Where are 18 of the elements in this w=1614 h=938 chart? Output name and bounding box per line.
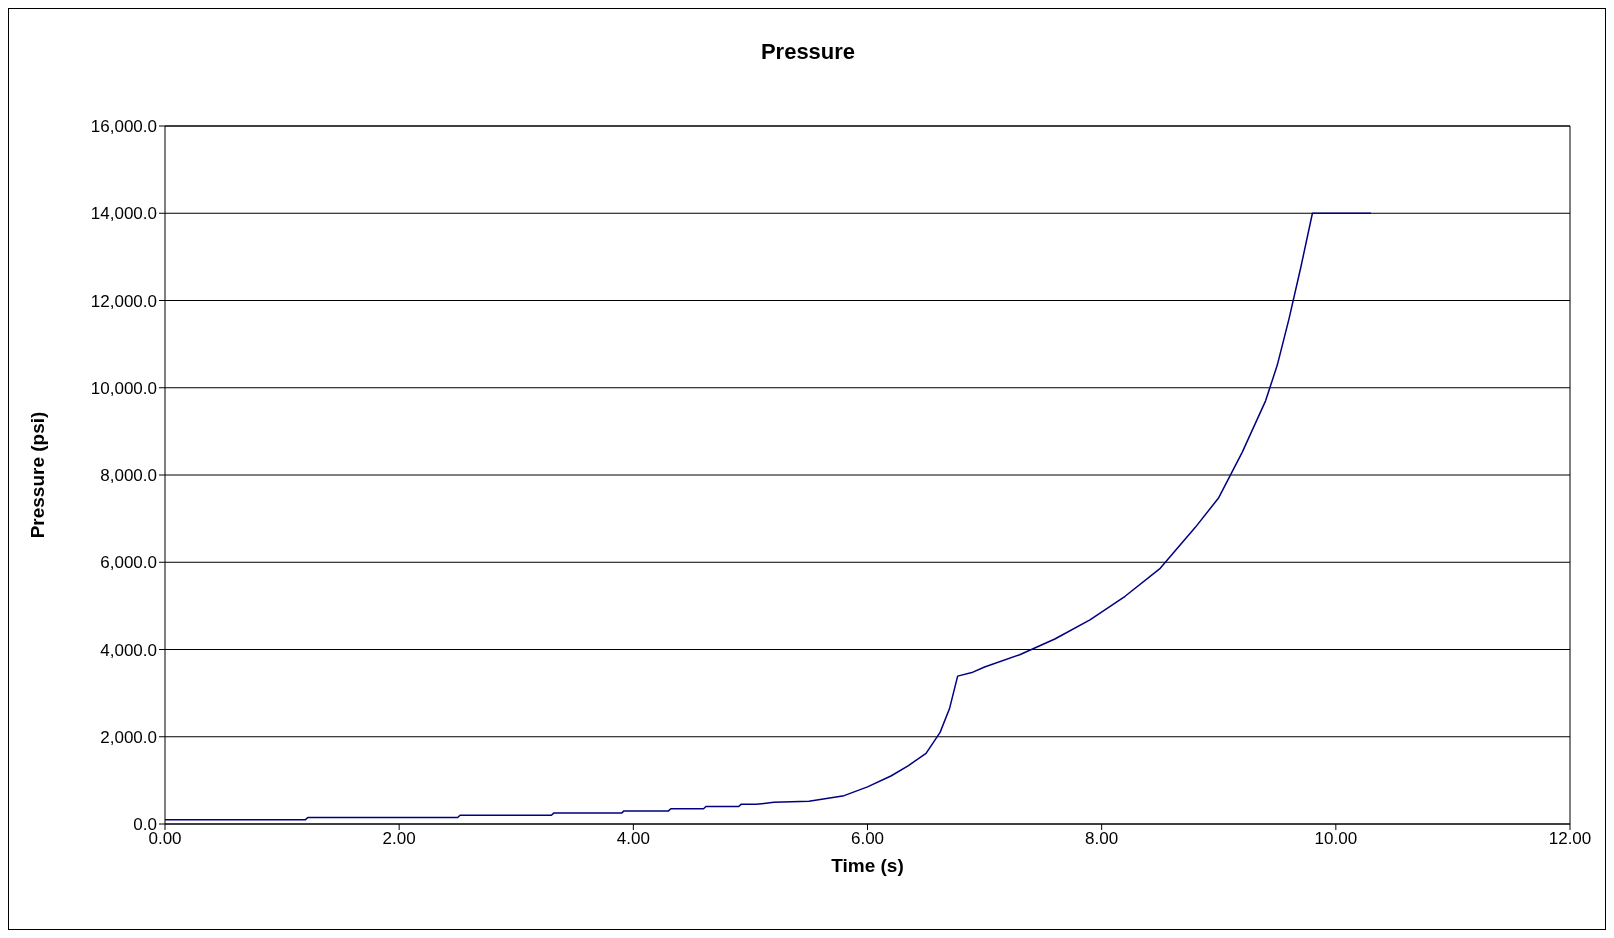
y-tick-label: 4,000.0 — [100, 640, 157, 660]
y-tick-label: 2,000.0 — [100, 727, 157, 747]
y-tick-label: 14,000.0 — [90, 204, 157, 224]
y-tick-label: 8,000.0 — [100, 466, 157, 486]
x-axis-title: Time (s) — [831, 855, 904, 876]
y-tick-label: 16,000.0 — [90, 117, 157, 137]
x-tick-label: 4.00 — [616, 829, 650, 849]
x-tick-label: 8.00 — [1085, 829, 1119, 849]
x-tick-label: 2.00 — [382, 829, 416, 849]
chart-title: Pressure — [759, 39, 857, 65]
y-tick-label: 12,000.0 — [90, 291, 157, 311]
x-tick-label: 6.00 — [850, 829, 885, 849]
x-tick-label: 12.00 — [1548, 829, 1592, 849]
y-tick-label: 10,000.0 — [90, 378, 157, 398]
x-tick-label: 10.00 — [1314, 829, 1358, 849]
y-axis-title: Pressure (psi) — [26, 411, 48, 539]
y-tick-label: 6,000.0 — [100, 553, 157, 573]
line-series — [165, 212, 1372, 821]
